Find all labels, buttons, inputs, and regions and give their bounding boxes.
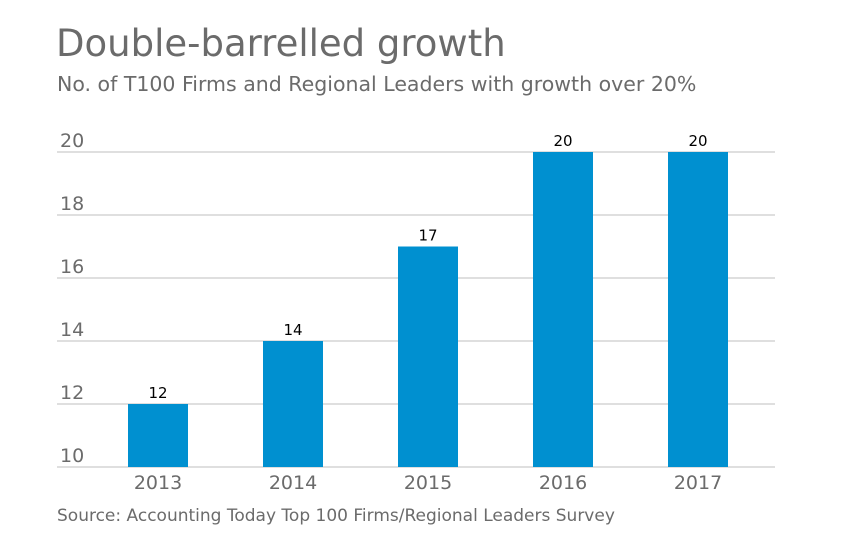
bar-2013 (128, 404, 188, 467)
data-label-2014: 14 (283, 321, 302, 339)
data-label-2013: 12 (148, 384, 167, 402)
x-tick-label-2015: 2015 (404, 472, 452, 494)
data-label-2015: 17 (418, 227, 437, 245)
y-tick-label-14: 14 (60, 319, 84, 341)
y-tick-label-10: 10 (60, 445, 84, 467)
y-tick-label-16: 16 (60, 256, 84, 278)
source-note: Source: Accounting Today Top 100 Firms/R… (57, 506, 615, 526)
bar-2014 (263, 341, 323, 467)
data-label-2016: 20 (553, 132, 572, 150)
x-tick-label-2013: 2013 (134, 472, 182, 494)
bar-2017 (668, 152, 728, 467)
x-tick-label-2017: 2017 (674, 472, 722, 494)
chart-title: Double-barrelled growth (56, 22, 506, 65)
data-label-2017: 20 (688, 132, 707, 150)
bar-2016 (533, 152, 593, 467)
y-tick-label-18: 18 (60, 193, 84, 215)
x-tick-label-2016: 2016 (539, 472, 587, 494)
y-tick-label-20: 20 (60, 130, 84, 152)
y-tick-label-12: 12 (60, 382, 84, 404)
chart-subtitle: No. of T100 Firms and Regional Leaders w… (57, 72, 697, 96)
x-tick-label-2014: 2014 (269, 472, 317, 494)
bar-2015 (398, 246, 458, 467)
